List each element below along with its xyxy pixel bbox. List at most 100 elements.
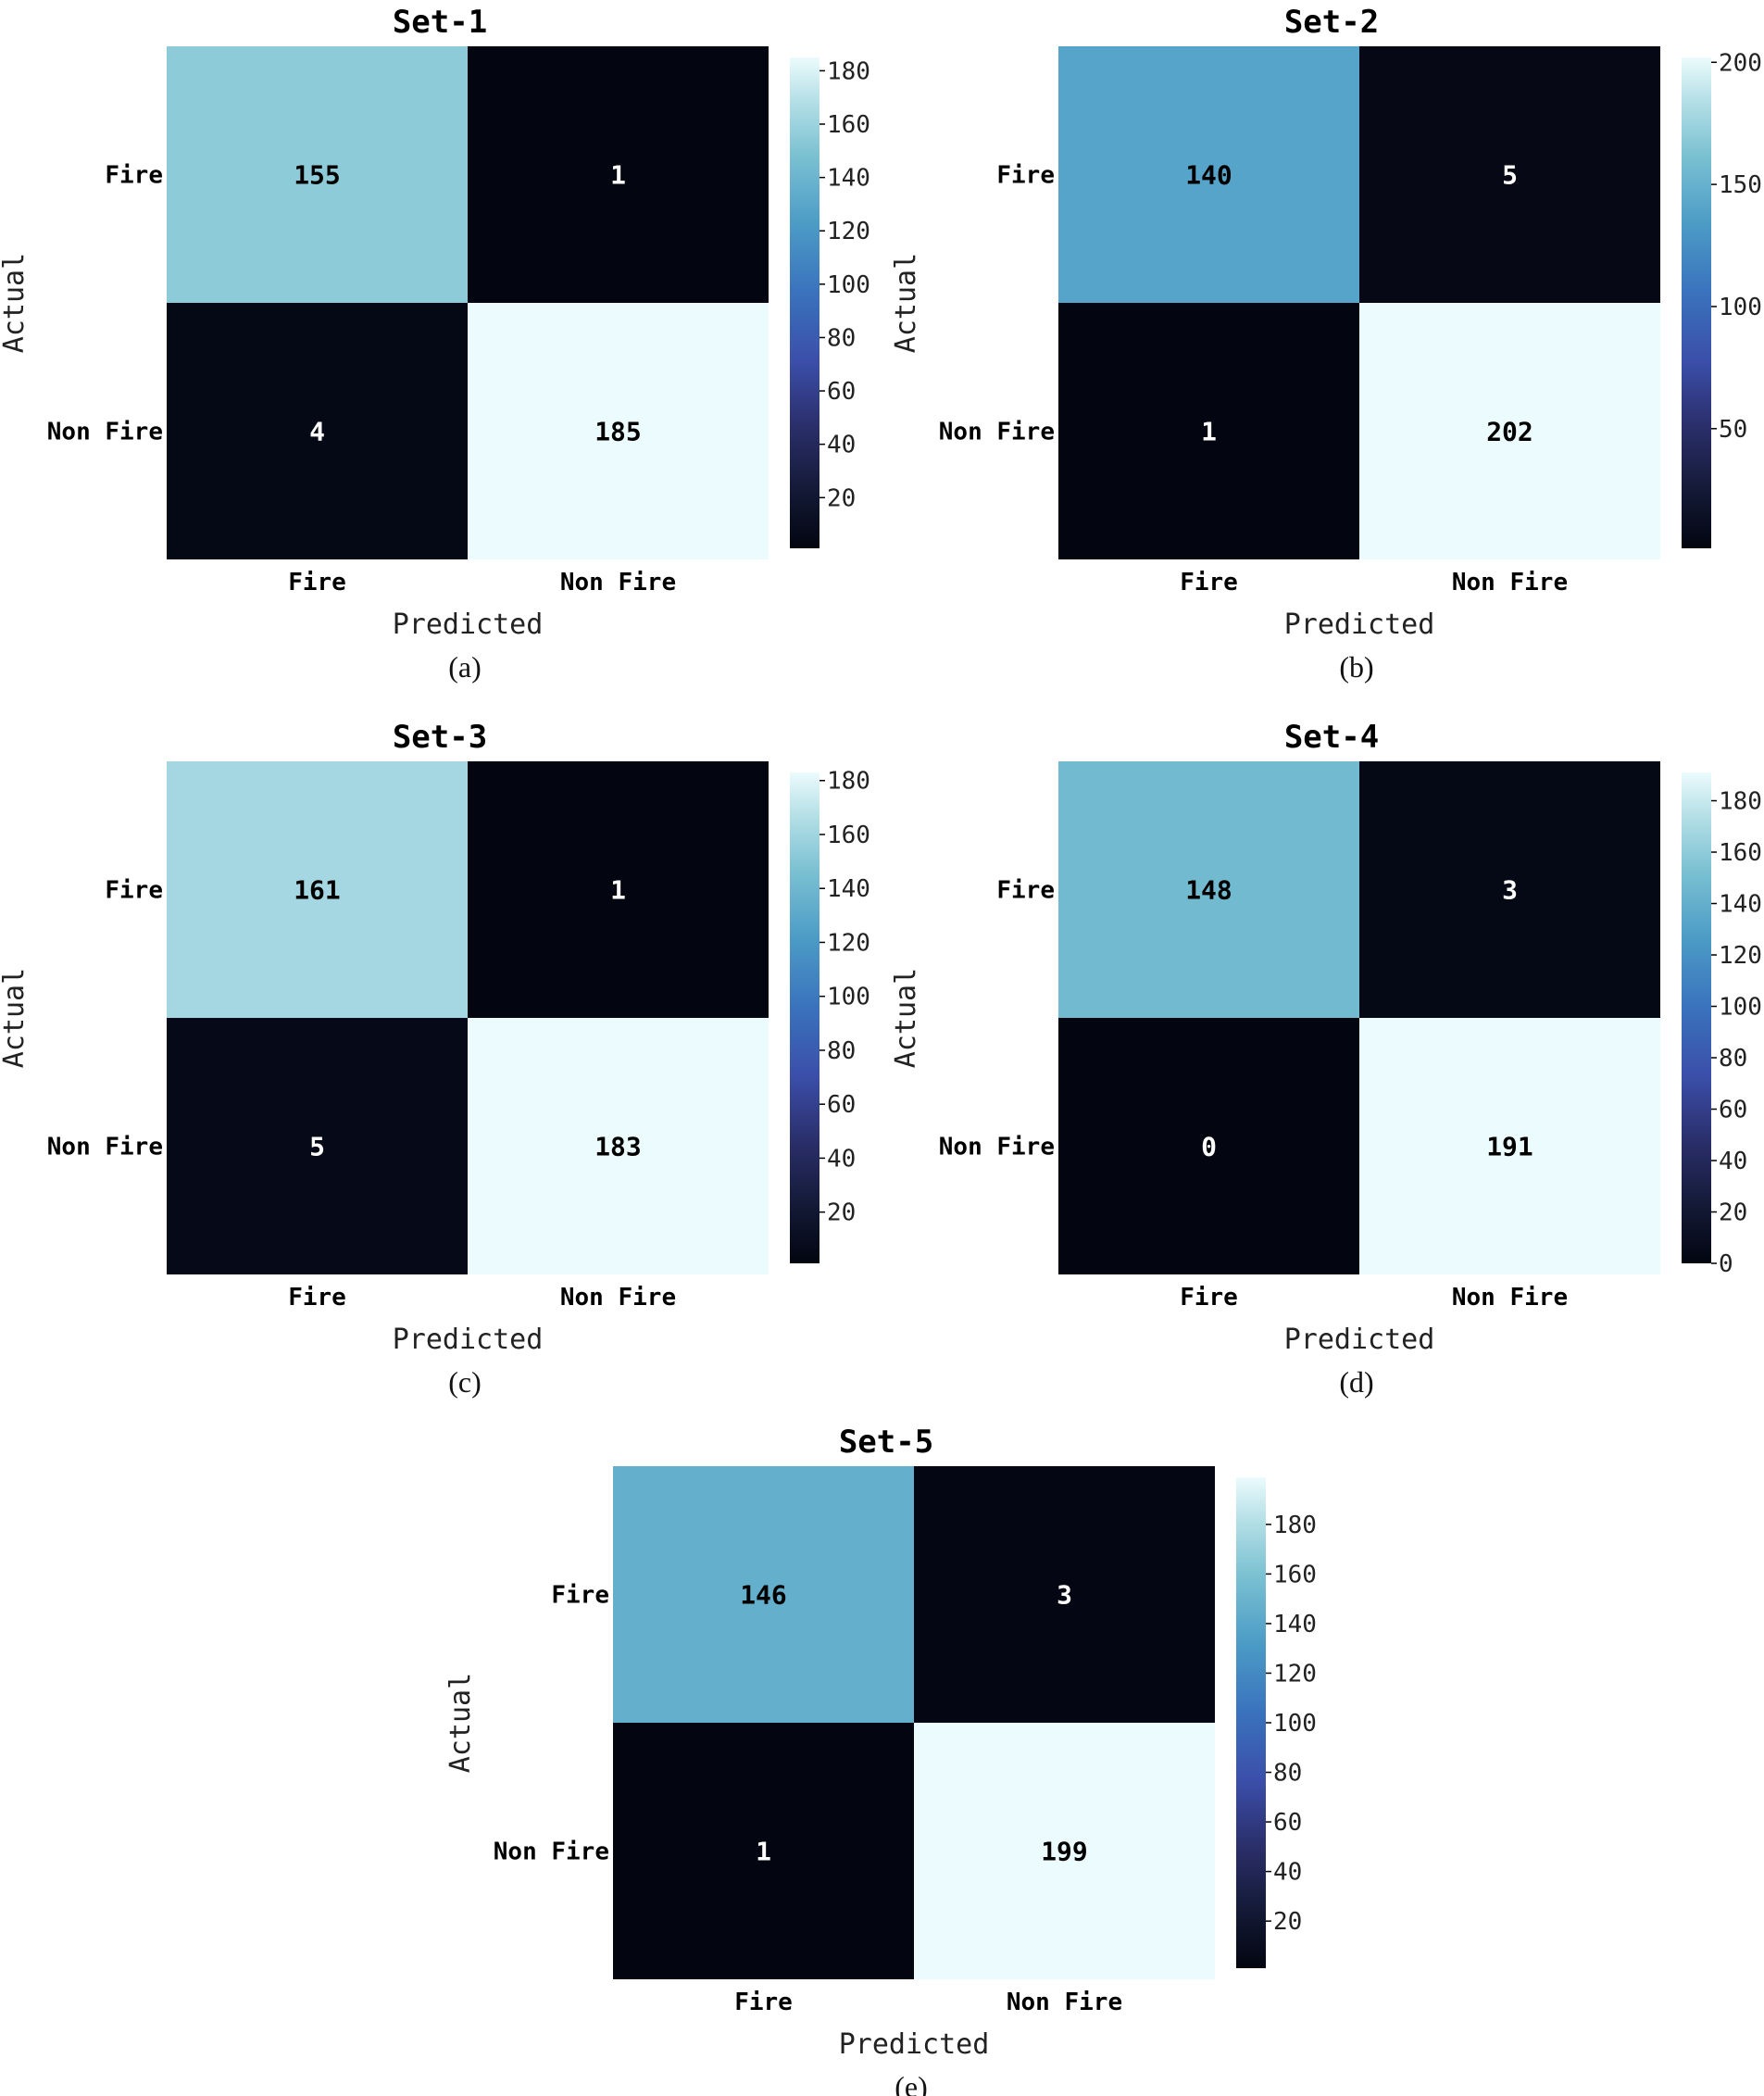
colorbar-tick-label: 100	[1719, 994, 1762, 1022]
colorbar-tick-label: 80	[1273, 1760, 1302, 1788]
row-tick-label: Non Fire	[494, 1839, 609, 1866]
y-axis-label: Actual	[0, 253, 31, 353]
colorbar	[790, 772, 819, 1263]
row-tick-label: Fire	[996, 877, 1055, 905]
colorbar-tick-label: 60	[827, 1091, 856, 1119]
x-axis-label: Predicted	[1284, 1324, 1435, 1356]
colorbar-tick-label: 100	[827, 271, 870, 299]
row-tick-label: Fire	[105, 162, 163, 190]
row-tick-label: Fire	[996, 162, 1055, 190]
colorbar-tick-label: 160	[1719, 839, 1762, 867]
cell-value-label: 146	[740, 1580, 787, 1611]
cell-value-label: 4	[309, 417, 325, 447]
cell-value-label: 140	[1185, 160, 1232, 191]
colorbar	[1682, 772, 1711, 1263]
chart-title: Set-2	[1284, 4, 1379, 41]
column-tick-label: Fire	[1180, 1284, 1238, 1312]
colorbar	[1682, 57, 1711, 548]
heatmap-cell	[1058, 761, 1359, 1018]
subfigure-caption: (c)	[448, 1365, 482, 1399]
confusion-matrix-panel: Set-5 146 3 1 199 Fire Non Fire Fire Non Fire Pre…	[444, 1424, 1317, 2096]
chart-title: Set-3	[393, 719, 487, 756]
column-tick-label: Fire	[734, 1989, 793, 2016]
confusion-matrix-panel: Set-3 161 1 5 183 Fire Non Fire Fire Non Fire Pre…	[0, 719, 870, 1399]
heatmap-cell	[613, 1723, 914, 1979]
heatmap-cell	[167, 46, 468, 303]
cell-value-label: 161	[294, 875, 341, 906]
colorbar-tick-label: 180	[827, 768, 870, 796]
colorbar-tick-label: 200	[1719, 49, 1762, 77]
colorbar	[790, 57, 819, 548]
colorbar-tick-label: 0	[1719, 1250, 1733, 1278]
cell-value-label: 155	[294, 160, 341, 191]
confusion-matrix-panel: Set-2 140 5 1 202 Fire Non Fire Fire Non Fire Pre…	[890, 4, 1762, 684]
colorbar-tick-label: 40	[1719, 1148, 1747, 1175]
colorbar-tick-label: 100	[827, 984, 870, 1011]
heatmap-cell	[613, 1466, 914, 1723]
row-tick-label: Non Fire	[939, 419, 1055, 446]
cell-value-label: 5	[309, 1132, 325, 1162]
heatmap-cell	[914, 1723, 1215, 1979]
column-tick-label: Fire	[288, 569, 346, 596]
heatmap-cell	[468, 46, 769, 303]
colorbar-tick-label: 140	[827, 875, 870, 903]
chart-title: Set-5	[839, 1424, 933, 1461]
heatmap-cell	[167, 761, 468, 1018]
x-axis-label: Predicted	[393, 1324, 544, 1356]
row-tick-label: Fire	[551, 1582, 609, 1610]
x-axis-label: Predicted	[1284, 609, 1435, 641]
cell-value-label: 1	[610, 875, 626, 906]
heatmap-cell	[167, 1018, 468, 1274]
colorbar-tick-label: 40	[827, 1145, 856, 1173]
confusion-matrix-panel: Set-4 148 3 0 191 Fire Non Fire Fire Non Fire Pre…	[890, 719, 1762, 1399]
y-axis-label: Actual	[444, 1673, 477, 1773]
heatmap-cell	[1359, 303, 1660, 559]
cell-value-label: 3	[1057, 1580, 1072, 1611]
subfigure-caption: (e)	[895, 2070, 928, 2096]
subfigure-caption: (d)	[1339, 1365, 1373, 1399]
column-tick-label: Fire	[1180, 569, 1238, 596]
colorbar-tick-label: 150	[1719, 171, 1762, 199]
colorbar-tick-label: 100	[1273, 1710, 1317, 1738]
x-axis-label: Predicted	[393, 609, 544, 641]
colorbar-tick-label: 140	[827, 165, 870, 193]
chart-title: Set-4	[1284, 719, 1379, 756]
heatmap-cell	[468, 1018, 769, 1274]
heatmap-cell	[468, 303, 769, 559]
colorbar-tick-label: 160	[827, 111, 870, 139]
cell-value-label: 3	[1502, 875, 1518, 906]
column-tick-label: Non Fire	[1452, 569, 1568, 596]
cell-value-label: 1	[1201, 417, 1217, 447]
colorbar-tick-label: 160	[1273, 1561, 1317, 1588]
subfigure-caption: (a)	[448, 650, 482, 684]
column-tick-label: Fire	[288, 1284, 346, 1312]
cell-value-label: 1	[756, 1837, 771, 1867]
colorbar-tick-label: 100	[1719, 294, 1762, 321]
y-axis-label: Actual	[890, 968, 922, 1068]
cell-value-label: 0	[1201, 1132, 1217, 1162]
colorbar-tick-label: 60	[827, 378, 856, 406]
heatmap-cell	[1058, 1018, 1359, 1274]
cell-value-label: 1	[610, 160, 626, 191]
colorbar-tick-label: 160	[827, 822, 870, 849]
colorbar-tick-label: 180	[827, 57, 870, 85]
colorbar-tick-label: 20	[827, 484, 856, 512]
subfigure-caption: (b)	[1339, 650, 1373, 684]
confusion-matrix-panel: Set-1 155 1 4 185 Fire Non Fire Fire Non Fire Pre…	[0, 4, 870, 684]
colorbar-tick-label: 120	[1273, 1660, 1317, 1688]
colorbar-tick-label: 180	[1719, 788, 1762, 816]
colorbar-tick-label: 60	[1719, 1097, 1747, 1124]
cell-value-label: 202	[1486, 417, 1533, 447]
heatmap-cell	[167, 303, 468, 559]
colorbar-tick-label: 40	[827, 432, 856, 459]
colorbar-tick-label: 120	[827, 218, 870, 245]
heatmap-cell	[1359, 761, 1660, 1018]
colorbar-tick-label: 140	[1273, 1611, 1317, 1638]
heatmap-cell	[1359, 46, 1660, 303]
colorbar-tick-label: 40	[1273, 1859, 1302, 1887]
row-tick-label: Non Fire	[47, 419, 163, 446]
row-tick-label: Fire	[105, 877, 163, 905]
y-axis-label: Actual	[890, 253, 922, 353]
cell-value-label: 148	[1185, 875, 1232, 906]
